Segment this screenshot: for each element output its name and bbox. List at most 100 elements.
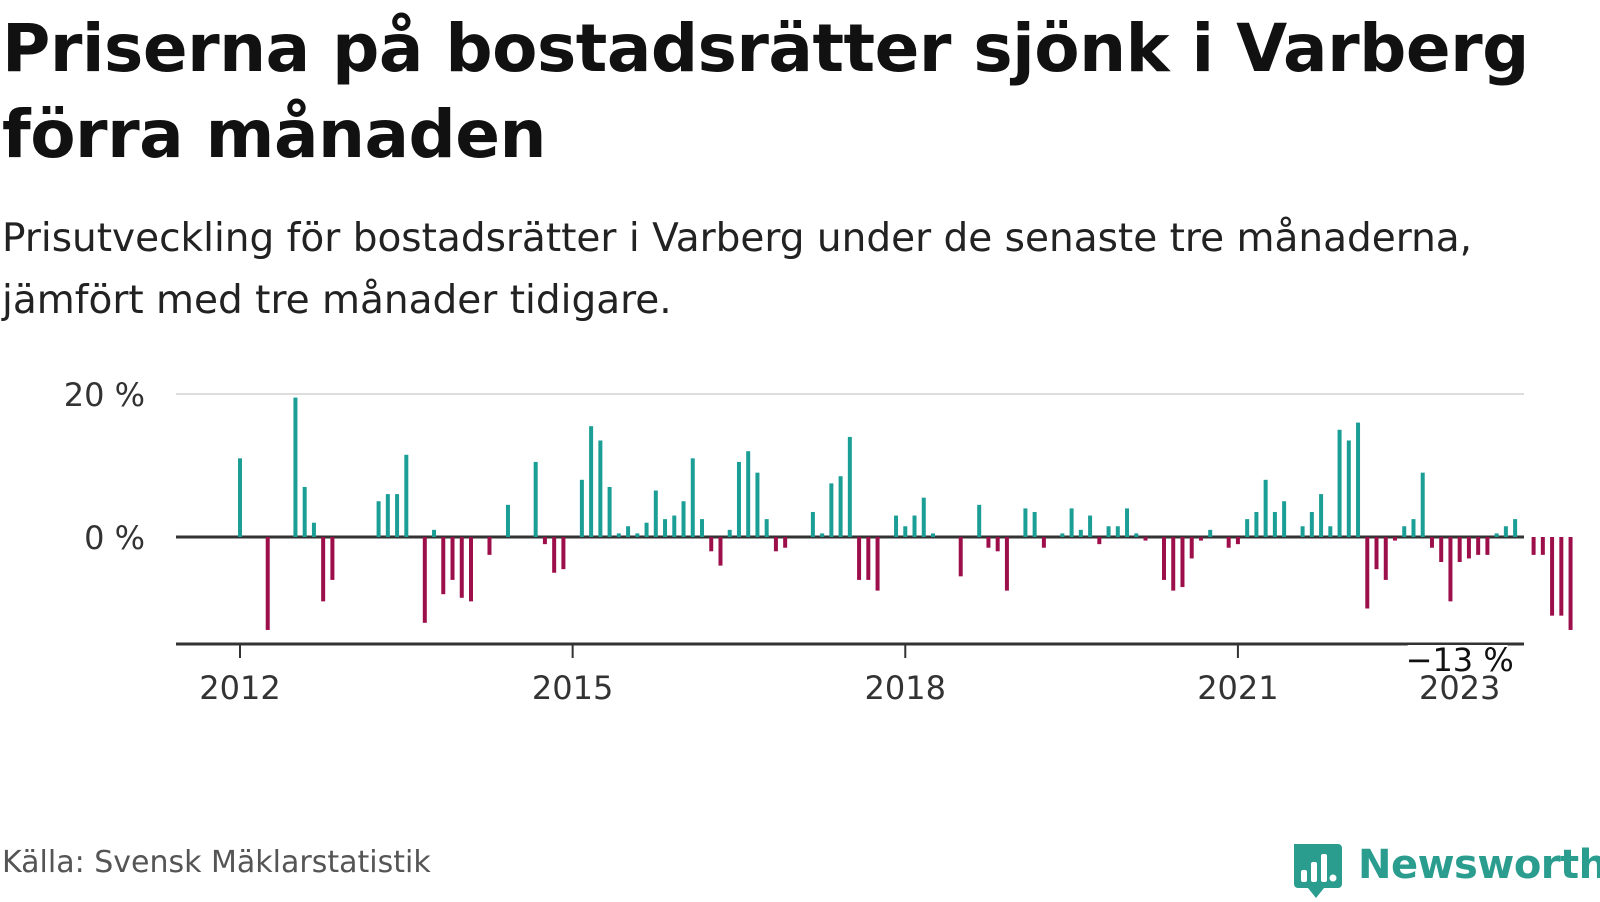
data-bar <box>238 458 242 537</box>
data-bar <box>644 522 649 537</box>
data-bar <box>810 511 815 537</box>
data-bar <box>1226 537 1231 548</box>
data-bar <box>1041 537 1046 548</box>
data-bar <box>653 490 658 537</box>
data-bar <box>1180 537 1185 588</box>
x-tick-label: 2018 <box>865 669 946 707</box>
data-bar <box>773 537 778 552</box>
data-bar <box>1568 537 1573 630</box>
data-bar <box>1531 537 1536 555</box>
data-bar <box>1078 529 1083 537</box>
source-note: Källa: Svensk Mäklarstatistik <box>2 845 431 880</box>
y-tick-label: 0 % <box>84 519 145 557</box>
data-bar <box>1245 519 1250 537</box>
data-bar <box>986 537 991 548</box>
data-bar <box>663 519 668 537</box>
data-bar <box>265 537 270 630</box>
data-bar <box>1208 529 1213 537</box>
data-bar <box>783 537 788 548</box>
data-bar <box>1337 429 1342 537</box>
data-bar <box>1254 511 1259 537</box>
data-bar <box>1125 508 1130 537</box>
data-bar <box>709 537 714 552</box>
data-bar <box>1356 422 1361 537</box>
data-bar <box>1485 537 1490 555</box>
x-tick-label: 2012 <box>199 669 280 707</box>
data-bar <box>311 522 316 537</box>
data-bar <box>1309 511 1314 537</box>
data-bar <box>1374 537 1379 570</box>
data-bar <box>1282 501 1287 537</box>
last-value-annotation: −13 % <box>1406 641 1514 679</box>
data-bar <box>616 533 621 537</box>
data-bar <box>1189 537 1194 559</box>
data-bar <box>894 515 899 537</box>
y-tick-label: 20 % <box>64 376 145 414</box>
data-bar <box>1004 537 1009 591</box>
data-bar <box>1162 537 1166 580</box>
data-bar <box>1466 537 1471 559</box>
data-bar <box>376 501 381 537</box>
data-bar <box>921 497 926 537</box>
data-bar <box>746 451 751 537</box>
data-bar <box>1272 511 1277 537</box>
data-bar <box>1503 526 1508 537</box>
data-bar <box>1198 537 1203 541</box>
data-bar <box>1023 508 1028 537</box>
data-bar <box>598 440 603 537</box>
data-bar <box>1171 537 1176 591</box>
data-bar <box>912 515 917 537</box>
brand-name: Newsworthy <box>1358 842 1600 888</box>
data-bar <box>1383 537 1388 580</box>
data-bar <box>700 519 704 537</box>
data-bar <box>875 537 880 591</box>
data-bar <box>552 537 557 573</box>
data-bar <box>727 529 732 537</box>
data-bar <box>579 479 584 537</box>
data-bar <box>1328 526 1333 537</box>
data-bar <box>829 483 834 537</box>
data-bar <box>487 537 492 555</box>
data-bar <box>1032 511 1037 537</box>
data-bar <box>1494 533 1499 537</box>
data-bar <box>1439 537 1444 563</box>
data-bar <box>505 504 510 537</box>
data-bar <box>681 501 686 537</box>
chart-title: Priserna på bostadsrätter sjönk i Varber… <box>2 10 1529 173</box>
data-bar <box>1263 479 1268 537</box>
bar-chart: 20 % 0 % 2012 2015 2018 2021 2023−13 % <box>64 376 1573 707</box>
data-bar <box>1457 537 1462 563</box>
data-bar <box>847 436 852 537</box>
data-bar <box>1106 526 1111 537</box>
data-bar <box>395 494 400 537</box>
data-bar <box>1393 537 1397 541</box>
data-bar <box>903 526 908 537</box>
data-bar <box>820 533 825 537</box>
data-bar <box>1365 537 1370 609</box>
data-bar <box>321 537 326 602</box>
data-bar <box>1319 494 1324 537</box>
x-tick-label: 2023 <box>1419 669 1500 707</box>
data-bar <box>736 461 741 537</box>
data-bar <box>385 494 390 537</box>
data-bar <box>450 537 455 580</box>
data-bar <box>330 537 335 580</box>
data-bar <box>1411 519 1416 537</box>
data-bar <box>404 454 409 537</box>
data-bar <box>1448 537 1453 602</box>
data-bar <box>635 533 640 537</box>
data-bar <box>1143 537 1148 541</box>
annotation-background <box>1407 645 1508 675</box>
data-bar <box>857 537 862 580</box>
chart-subtitle: Prisutveckling för bostadsrätter i Varbe… <box>2 216 1473 323</box>
x-tick-label: 2021 <box>1197 669 1278 707</box>
data-bar <box>958 537 963 577</box>
data-bar <box>589 426 594 537</box>
data-bar <box>1513 519 1518 537</box>
data-bar <box>1115 526 1120 537</box>
data-bar <box>764 519 769 537</box>
data-bar <box>866 537 871 580</box>
data-bar <box>672 515 677 537</box>
data-bar <box>533 461 538 537</box>
data-bar <box>441 537 446 595</box>
